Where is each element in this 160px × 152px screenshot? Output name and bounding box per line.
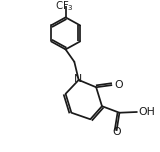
Text: OH: OH — [138, 107, 155, 117]
Text: O: O — [112, 128, 121, 137]
Text: O: O — [114, 80, 123, 90]
Text: N: N — [74, 74, 82, 84]
Text: CF$_3$: CF$_3$ — [55, 0, 74, 13]
